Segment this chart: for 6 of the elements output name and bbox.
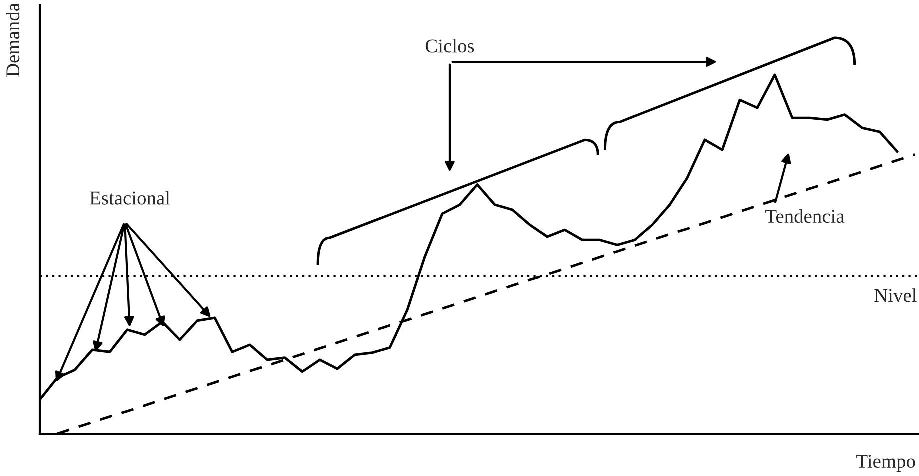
- ref-line-label: Nivel: [874, 288, 917, 302]
- annotation: Tendencia: [766, 209, 845, 224]
- x-axis-title: Tiempo: [856, 454, 916, 472]
- text: Ciclos: [426, 39, 474, 53]
- annotation: Estacional: [90, 191, 170, 205]
- y-axis-title: Demanda: [6, 3, 20, 77]
